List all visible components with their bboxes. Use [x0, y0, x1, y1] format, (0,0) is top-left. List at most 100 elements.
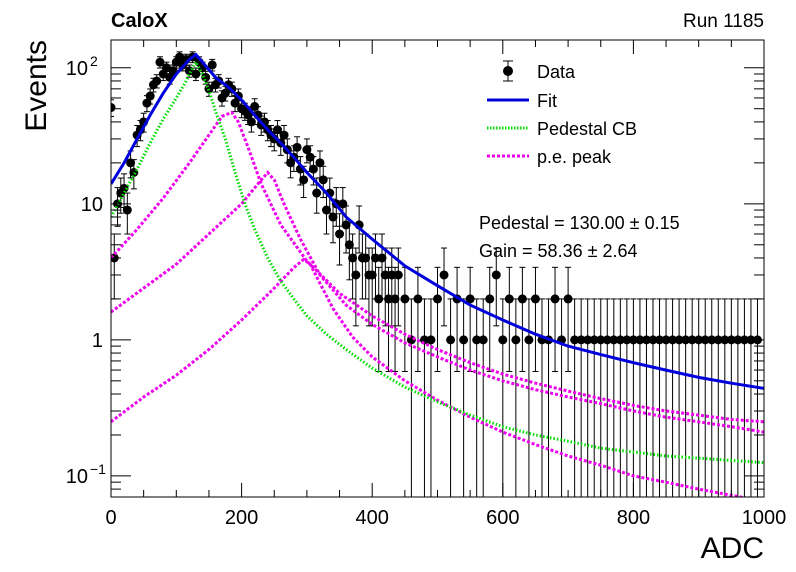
data-point — [201, 70, 211, 85]
data-marker — [530, 294, 540, 304]
data-marker — [155, 57, 165, 67]
data-point — [733, 298, 743, 497]
data-point — [299, 165, 309, 199]
x-axis-label: ADC — [701, 532, 764, 565]
data-marker — [726, 335, 736, 345]
data-point — [544, 298, 554, 497]
gain-fit-result: Gain = 58.36 ± 2.64 — [479, 241, 638, 261]
data-marker — [504, 294, 514, 304]
data-marker — [720, 335, 730, 345]
x-tick-label: 400 — [356, 507, 389, 529]
data-point — [622, 298, 632, 497]
run-label: Run 1185 — [683, 11, 764, 32]
gain-name: Gain — [479, 241, 517, 261]
data-marker — [563, 294, 573, 304]
data-marker — [250, 101, 260, 111]
data-point — [145, 88, 155, 105]
data-point — [681, 298, 691, 497]
data-marker — [220, 88, 230, 98]
data-marker — [609, 335, 619, 345]
pedestal-value: 130.00 — [570, 213, 625, 233]
data-point — [387, 247, 397, 327]
data-point — [406, 298, 416, 497]
data-point — [318, 165, 328, 199]
data-marker — [344, 240, 354, 250]
plot-area — [111, 51, 762, 497]
data-marker — [380, 270, 390, 280]
data-marker — [446, 335, 456, 345]
data-point — [191, 67, 201, 82]
data-marker — [583, 335, 593, 345]
legend-fit-entry: Fit — [487, 91, 557, 111]
data-point — [426, 298, 436, 497]
data-marker — [335, 229, 345, 239]
data-marker — [273, 125, 283, 135]
data-point — [641, 298, 651, 497]
experiment-label: CaloX — [111, 10, 168, 32]
data-point — [419, 298, 429, 497]
y-tick-label: 10 — [66, 58, 88, 80]
data-marker — [570, 335, 580, 345]
data-point — [661, 298, 671, 497]
data-marker — [384, 294, 394, 304]
data-point — [517, 266, 527, 372]
data-point — [628, 298, 638, 497]
data-marker — [361, 253, 371, 263]
legend-pe-entry: p.e. peak — [487, 147, 612, 167]
data-marker — [681, 335, 691, 345]
data-point — [570, 298, 580, 497]
data-marker — [628, 335, 638, 345]
data-point — [713, 298, 723, 497]
pe-peak-curve-1 — [111, 110, 764, 424]
pe-peak-curve-3 — [111, 257, 749, 497]
data-marker — [498, 335, 508, 345]
data-marker — [478, 335, 488, 345]
data-point — [152, 74, 162, 89]
gain-error: 2.64 — [603, 241, 638, 261]
data-marker — [433, 294, 442, 304]
data-marker — [246, 117, 256, 127]
data-marker — [550, 294, 560, 304]
data-marker — [596, 335, 606, 345]
legend-data-entry: Data — [503, 60, 576, 82]
legend-pe-label: p.e. peak — [537, 147, 612, 167]
data-marker — [201, 72, 211, 82]
y-tick-label: 1 — [92, 330, 103, 352]
data-marker — [687, 335, 697, 345]
data-point — [674, 298, 684, 497]
gain-value: 58.36 — [538, 241, 583, 261]
data-marker — [191, 69, 201, 79]
data-marker — [426, 335, 436, 345]
fit-curve — [111, 52, 764, 390]
data-marker — [348, 253, 358, 263]
data-point — [478, 298, 488, 497]
data-point — [609, 298, 619, 497]
data-point — [348, 233, 358, 300]
data-point — [465, 266, 475, 372]
data-marker — [524, 335, 534, 345]
data-marker — [377, 253, 387, 263]
data-marker — [367, 270, 377, 280]
data-point — [472, 298, 482, 497]
data-marker — [635, 335, 645, 345]
data-point — [446, 298, 456, 497]
data-marker — [511, 335, 521, 345]
data-point — [485, 266, 495, 372]
data-point — [694, 298, 704, 497]
data-marker — [472, 335, 482, 345]
data-marker — [615, 335, 625, 345]
data-point — [583, 298, 593, 497]
data-point — [111, 99, 116, 117]
data-marker — [733, 335, 743, 345]
curves — [111, 52, 764, 497]
data-marker — [648, 335, 658, 345]
data-point — [511, 298, 521, 497]
data-point — [687, 298, 697, 497]
x-tick-label: 200 — [225, 507, 258, 529]
data-marker — [126, 158, 136, 168]
data-point — [700, 298, 710, 497]
data-point — [602, 298, 612, 497]
pedestal-fit-result: Pedestal = 130.00 ± 0.15 — [479, 213, 680, 233]
pedestal-pm: ± — [630, 213, 640, 233]
